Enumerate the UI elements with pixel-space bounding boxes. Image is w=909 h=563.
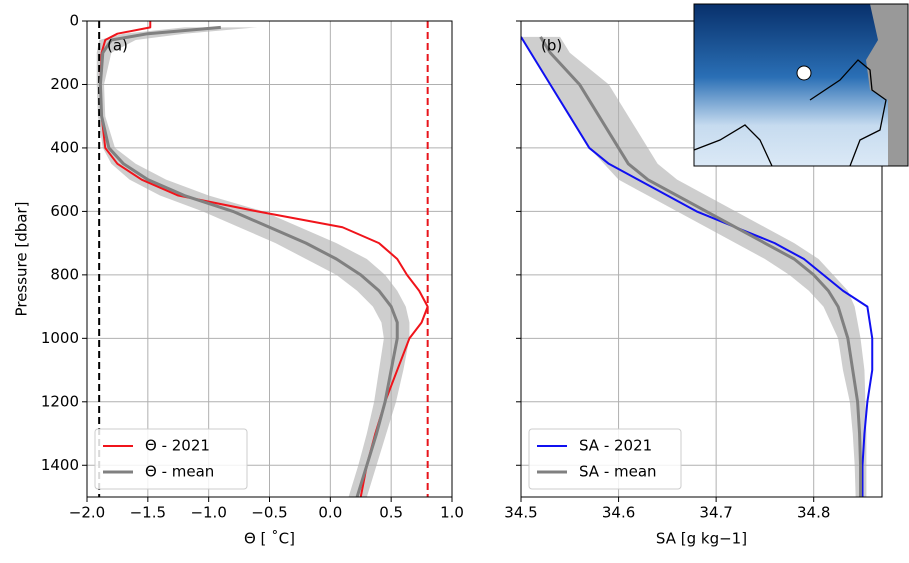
x-tick-label: −1.5 (130, 504, 166, 522)
axes-frame (86, 20, 453, 498)
series-line (521, 36, 874, 497)
legend-label: SA - mean (579, 463, 657, 481)
map-frame (693, 3, 909, 167)
y-axis-label: Pressure [dbar] (13, 202, 31, 317)
map-land (866, 4, 908, 166)
x-axis-label: SA [g kg−1] (656, 530, 747, 548)
y-tick-label: 1000 (41, 329, 79, 347)
panel-label: (a) (107, 37, 128, 55)
x-axis-label: Θ [ ˚C] (244, 530, 295, 548)
x-tick-label: 0.0 (318, 504, 342, 522)
series-line (539, 36, 863, 497)
x-tick-label: 1.0 (440, 504, 464, 522)
y-tick-label: 400 (50, 138, 79, 156)
band (521, 36, 867, 497)
y-tick-label: 0 (69, 12, 79, 30)
y-tick-label: 1400 (41, 456, 79, 474)
legend-box (528, 428, 682, 490)
y-tick-label: 200 (50, 75, 79, 93)
legend-label: Θ - mean (145, 463, 214, 481)
x-tick-label: −1.0 (190, 504, 226, 522)
x-tick-label: 0.5 (379, 504, 403, 522)
legend-label: SA - 2021 (579, 437, 652, 455)
y-tick-label: 1200 (41, 392, 79, 410)
x-tick-label: 34.5 (504, 504, 537, 522)
panel-label: (b) (541, 37, 562, 55)
inset-map (693, 3, 909, 167)
map-coast (693, 59, 887, 167)
legend-box (94, 428, 248, 490)
x-tick-label: 34.6 (602, 504, 635, 522)
band (96, 27, 410, 497)
map-station (796, 65, 812, 81)
y-tick-label: 600 (50, 202, 79, 220)
series-line (98, 25, 399, 497)
x-tick-label: −2.0 (69, 504, 105, 522)
plot-area (87, 21, 452, 497)
x-tick-label: 34.7 (699, 504, 732, 522)
x-tick-label: −0.5 (251, 504, 287, 522)
x-tick-label: 34.8 (797, 504, 830, 522)
y-tick-label: 800 (50, 265, 79, 283)
legend-label: Θ - 2021 (145, 437, 210, 455)
